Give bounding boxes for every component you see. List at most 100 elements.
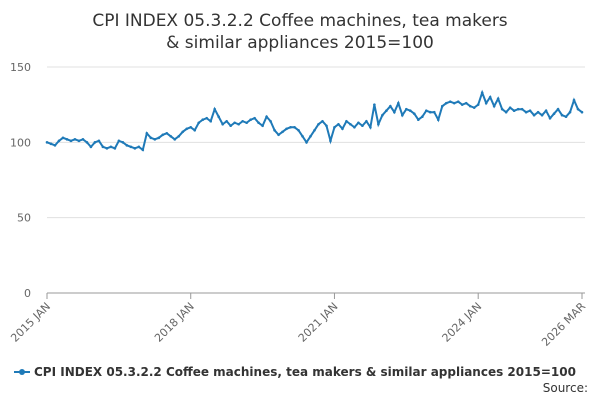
point [393,110,396,114]
point [576,107,580,111]
y-tick-label: 50 [17,212,31,225]
point [333,125,336,129]
point [476,103,480,106]
point [325,124,328,128]
legend-marker [19,369,25,375]
point [49,142,53,146]
point [221,122,224,126]
point [409,109,412,112]
point [512,109,516,112]
point [177,135,181,138]
point [213,107,216,111]
point [313,128,316,132]
point [297,128,300,132]
point [145,131,149,135]
point [337,122,340,126]
point [117,139,121,143]
point [329,139,332,143]
point [500,107,504,111]
point [464,101,468,105]
point [385,109,388,112]
point [520,107,524,111]
point [45,141,49,144]
point [548,116,552,120]
point [436,118,440,122]
point [109,145,113,149]
point [125,144,129,147]
point [245,121,248,125]
point [440,104,444,108]
point [217,115,220,119]
point [480,91,484,94]
point [341,127,344,131]
point [492,104,496,108]
point [281,130,284,134]
point [137,145,141,149]
point [432,110,436,114]
point [484,101,488,105]
point [165,131,169,135]
x-tick-label: 2015 JAN [8,300,53,345]
point [265,115,268,119]
point [153,138,157,141]
point [93,141,97,144]
point [420,115,424,119]
source: Source: [543,381,588,395]
point [389,104,392,108]
point [181,130,185,134]
point [101,145,105,149]
point [560,113,564,117]
point [241,119,244,123]
point [305,141,308,144]
point [201,118,205,122]
chart-title-line2: & similar appliances 2015=100 [166,33,434,53]
point [572,98,576,102]
x-tick-label: 2024 JAN [440,300,485,345]
point [285,127,288,131]
point [57,139,61,143]
point [77,139,81,143]
point [69,139,73,143]
point [540,113,544,117]
chart-title-line1: CPI INDEX 05.3.2.2 Coffee machines, tea … [92,11,507,31]
point [273,128,276,132]
point [129,145,133,149]
point [293,125,296,129]
point [61,136,65,140]
point [556,107,560,111]
point [81,138,85,141]
point [536,110,540,114]
point [472,106,476,109]
point [73,138,77,141]
point [205,116,209,120]
point [161,133,165,137]
point [373,103,376,106]
point [85,141,89,144]
point [456,100,460,103]
y-tick-label: 0 [24,287,31,300]
point [405,107,408,111]
point [193,128,197,132]
point [524,110,528,114]
point [428,110,432,114]
x-tick-label: 2018 JAN [152,300,197,345]
point [413,112,416,116]
point [97,139,101,143]
point [580,110,584,114]
point [289,125,292,129]
point [349,122,352,126]
point [345,119,348,123]
point [257,121,260,125]
point [149,136,153,140]
point [173,138,177,141]
point [357,121,360,125]
point [209,119,212,123]
point [225,119,228,123]
point [249,118,252,122]
point [496,97,500,100]
point [253,116,256,120]
point [568,110,572,114]
point [353,125,356,129]
point [121,141,125,144]
